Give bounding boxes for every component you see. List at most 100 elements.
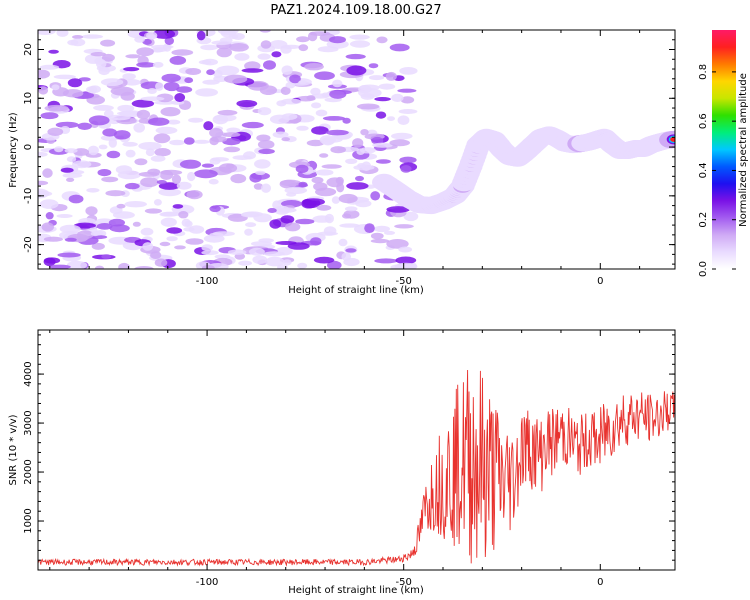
noise-cell: [185, 238, 204, 245]
noise-cell: [372, 142, 393, 148]
noise-cell: [287, 242, 310, 250]
noise-cell: [398, 109, 418, 114]
noise-cell: [391, 93, 404, 102]
noise-cell: [184, 220, 193, 228]
noise-cell: [285, 192, 297, 197]
noise-cell: [195, 88, 219, 97]
noise-cell: [272, 131, 289, 138]
noise-cell: [330, 146, 347, 154]
noise-cell: [136, 47, 154, 57]
noise-cell: [106, 150, 121, 159]
noise-cell: [122, 73, 136, 80]
noise-cell: [279, 179, 302, 187]
noise-cell: [147, 88, 157, 94]
noise-cell: [395, 256, 417, 265]
noise-cell: [399, 156, 417, 164]
noise-cell: [85, 206, 98, 216]
noise-cell: [313, 256, 335, 264]
noise-cell: [244, 228, 253, 236]
noise-cell: [259, 85, 277, 95]
noise-cell: [323, 226, 337, 236]
noise-cell: [66, 260, 88, 269]
noise-cell: [98, 144, 108, 150]
noise-cell: [134, 266, 154, 269]
noise-cell: [226, 127, 241, 134]
noise-cell: [148, 117, 170, 126]
noise-cell: [253, 183, 264, 190]
noise-cell: [100, 78, 124, 86]
noise-cell: [176, 181, 192, 190]
noise-cell: [210, 136, 228, 143]
y-tick-label: -10: [23, 188, 34, 204]
noise-cell: [321, 164, 342, 169]
noise-cell: [258, 148, 275, 155]
noise-cell: [77, 122, 92, 130]
noise-cell: [280, 215, 295, 224]
noise-cell: [51, 84, 60, 91]
noise-cell: [193, 139, 210, 144]
noise-cell: [201, 244, 213, 252]
noise-cell: [201, 250, 219, 256]
noise-cell: [171, 174, 182, 185]
noise-cell: [102, 128, 118, 137]
noise-cell: [231, 33, 245, 40]
noise-cell: [241, 121, 264, 129]
noise-cell: [223, 146, 241, 153]
noise-cell: [311, 126, 329, 135]
noise-cell: [147, 34, 157, 39]
noise-cell: [186, 190, 203, 200]
noise-cell: [42, 168, 53, 178]
noise-cell: [64, 148, 78, 154]
noise-cell: [91, 242, 105, 250]
noise-cell: [241, 68, 264, 73]
noise-cell: [138, 142, 162, 150]
colorbar-tick-label: 0.4: [698, 162, 709, 178]
noise-cell: [319, 153, 329, 158]
y-tick-label: 3000: [23, 410, 34, 435]
noise-cell: [90, 52, 107, 57]
noise-cell: [67, 78, 83, 88]
noise-cell: [271, 51, 282, 58]
noise-cell: [184, 77, 194, 84]
noise-cell: [397, 115, 410, 125]
noise-cell: [38, 30, 56, 35]
noise-cell: [376, 36, 388, 44]
noise-cell: [295, 218, 315, 225]
noise-cell: [238, 260, 253, 266]
noise-cell: [370, 232, 384, 240]
snr-line-layer: [38, 369, 675, 567]
noise-cell: [315, 109, 328, 117]
spectrogram-frame: [37, 29, 676, 270]
noise-cell: [48, 264, 71, 269]
noise-cell: [368, 75, 385, 81]
noise-cell: [101, 53, 115, 62]
noise-cell: [277, 207, 297, 213]
noise-cell: [284, 186, 308, 194]
noise-cell: [360, 129, 369, 136]
noise-cell: [314, 71, 335, 80]
noise-cell: [324, 213, 334, 224]
noise-cell: [196, 30, 206, 41]
noise-cell: [325, 129, 349, 136]
noise-cell: [140, 96, 165, 101]
noise-cell: [158, 182, 180, 190]
noise-cell: [255, 170, 266, 175]
noise-cell: [159, 212, 178, 217]
noise-cell: [147, 168, 161, 176]
noise-cell: [172, 204, 184, 209]
noise-cell: [221, 132, 241, 138]
noise-cell: [41, 222, 54, 232]
noise-cell: [269, 114, 290, 125]
noise-cell: [72, 35, 84, 39]
noise-cell: [38, 86, 49, 95]
noise-cell: [285, 222, 301, 232]
noise-cell: [218, 163, 238, 173]
noise-cell: [319, 135, 336, 145]
noise-cell: [344, 206, 358, 212]
x-tick-label: -100: [196, 276, 219, 287]
noise-cell: [145, 148, 155, 157]
noise-cell: [306, 139, 325, 147]
noise-cell: [297, 262, 308, 269]
noise-cell: [364, 223, 375, 234]
